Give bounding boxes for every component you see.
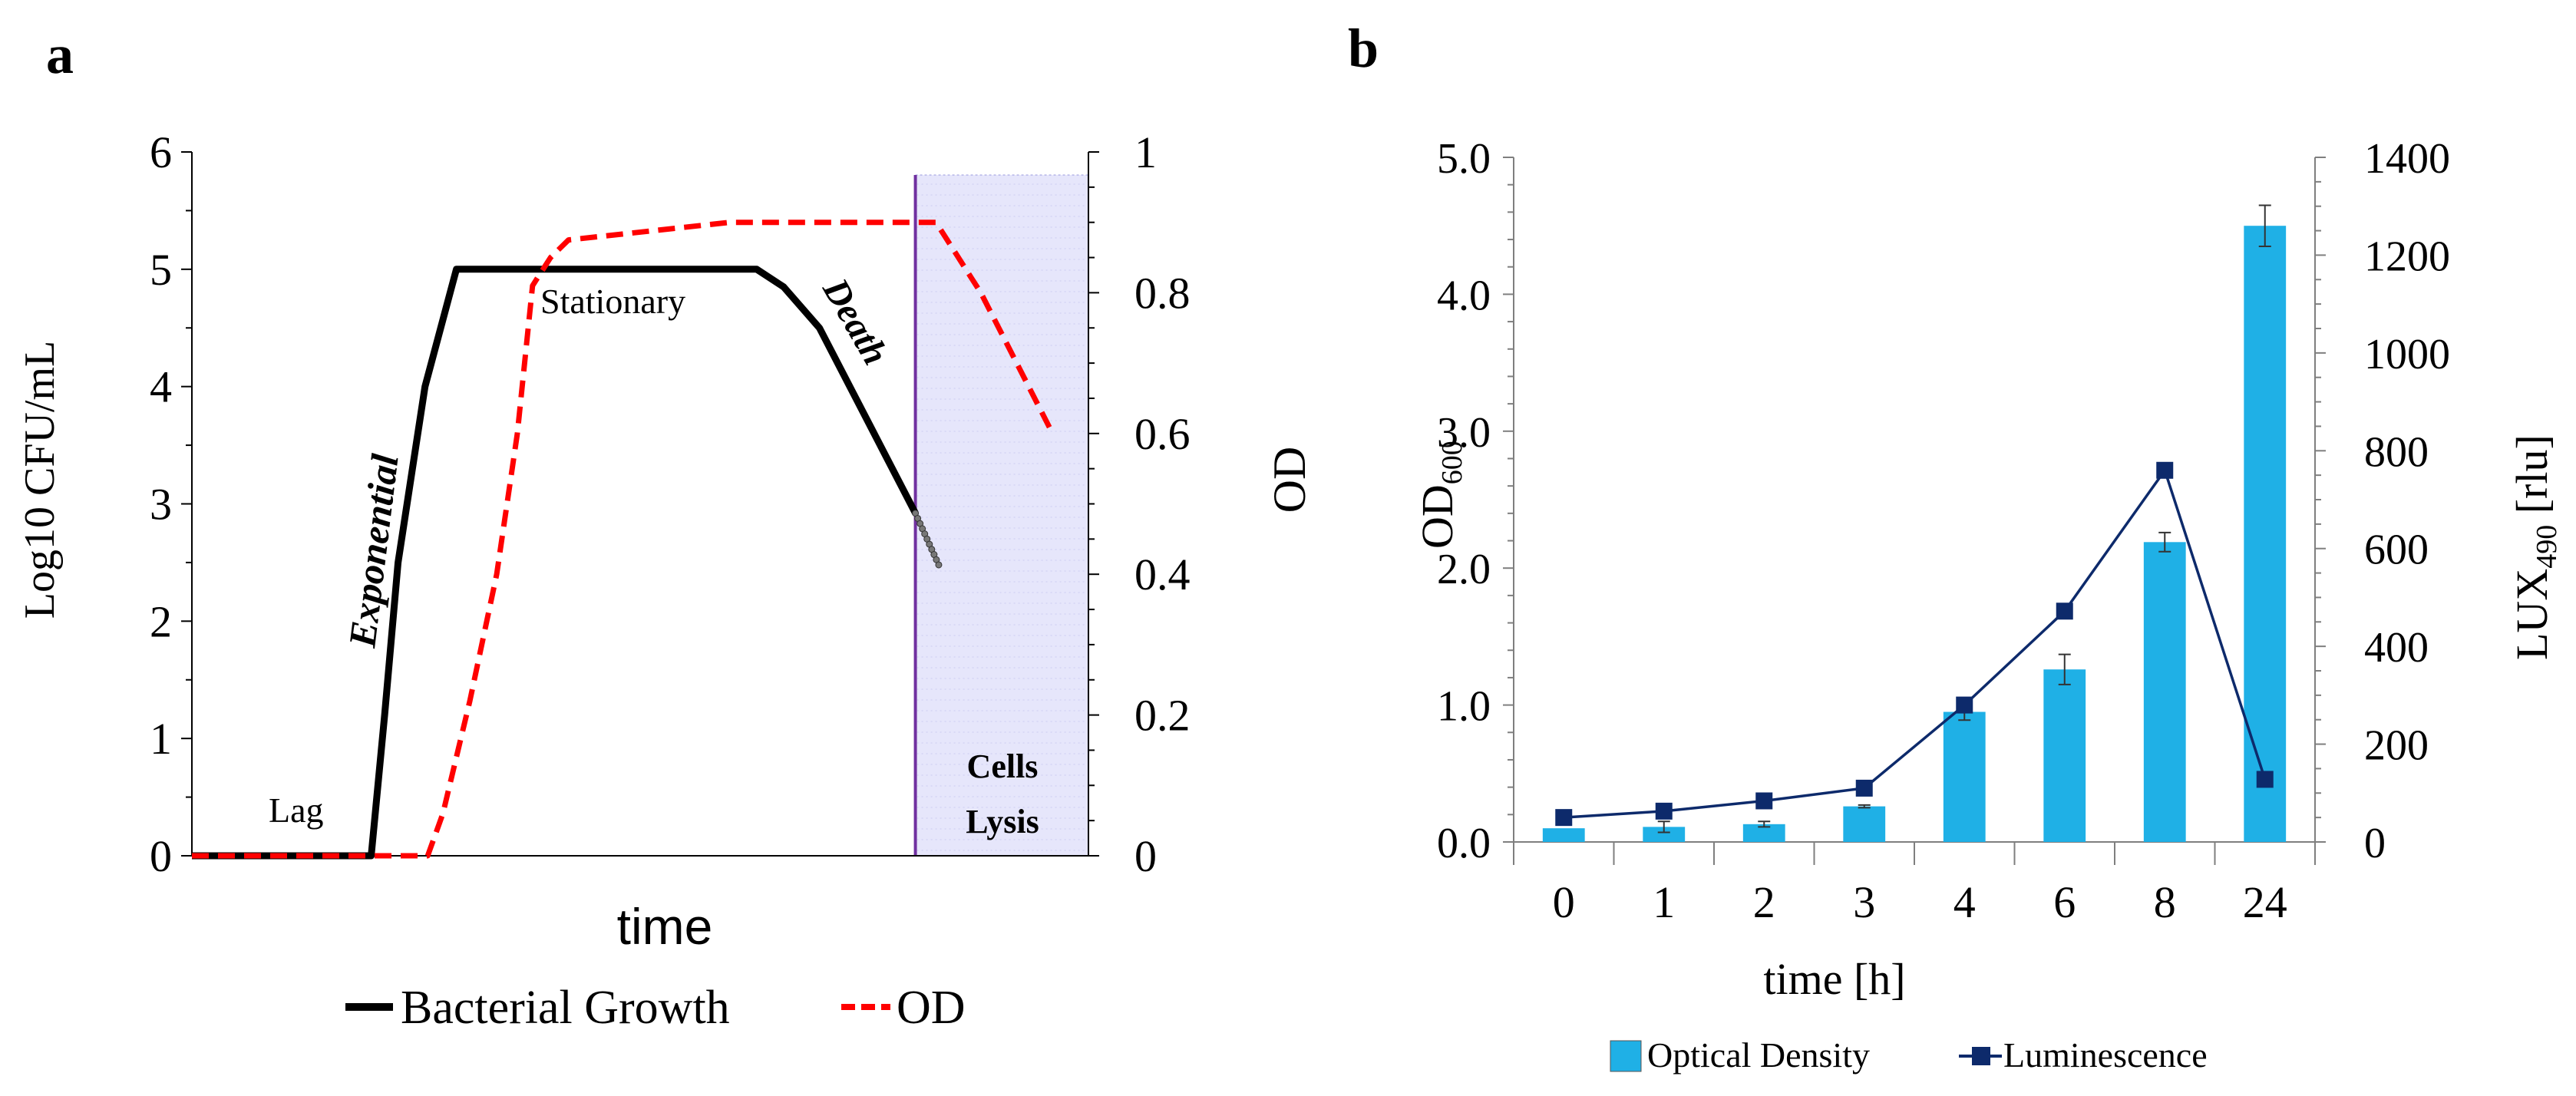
phase-label-lag: Lag [269,791,324,830]
panel-b-category-label: 3 [1853,877,1875,927]
panel-b-category-label: 4 [1953,877,1976,927]
legend-label-od: OD [897,982,966,1034]
panel-b-left-axis-label: OD600 [1412,441,1468,549]
panel-a-label: a [46,24,74,85]
optical-density-bar [1843,806,1886,842]
panel-b-right-tick-label: 200 [2364,722,2429,770]
panel-b-label: b [1348,18,1379,79]
cells-lysis-label-line1: Cells [967,748,1039,785]
panel-a-left-axis-ticks: 0 1 2 3 4 5 6 [150,127,192,881]
panel-a-left-tick-label: 3 [150,480,172,530]
panel-a-legend: Bacterial Growth OD [345,982,966,1034]
panel-a-left-tick-label: 5 [150,245,172,295]
bacterial-growth-death-tail [912,510,943,569]
od-line [192,220,1055,859]
panel-a-right-tick-label: 0.4 [1134,550,1191,599]
optical-density-bar [2143,542,2186,842]
panel-b-left-tick-label: 2.0 [1437,546,1491,593]
panel-b-category-label: 6 [2053,877,2076,927]
panel-b-right-tick-label: 0 [2364,820,2386,867]
death-tail-dot [935,561,943,569]
phase-label-stationary: Stationary [540,282,685,321]
luminescence-marker [2056,602,2073,620]
panel-a-left-tick-label: 2 [150,596,172,646]
panel-b-right-axis-label: LUX490 [rlu] [2507,434,2563,660]
optical-density-bar [2244,226,2287,842]
cells-lysis-label-line2: Lysis [966,803,1039,840]
panel-a-left-tick-label: 1 [150,714,172,764]
panel-b-x-axis-label: time [h] [1763,954,1905,1004]
panel-b-right-tick-label: 400 [2364,624,2429,672]
panel-b-category-label: 24 [2243,877,2287,927]
panel-a-right-tick-label: 0.6 [1134,409,1191,459]
luminescence-marker [1855,779,1873,797]
legend-label-luminescence: Luminescence [2003,1035,2208,1075]
panel-b-legend: Optical Density Luminescence [1610,1035,2208,1075]
panel-b: b 0.01.02.03.04.05.0 0200400600800100012… [1348,18,2563,1075]
optical-density-bar [1643,827,1686,842]
luminescence-marker [1555,809,1573,827]
panel-b-left-axis-ticks: 0.0 1.0 2.0 3.0 4.0 5.0 [1437,135,1514,867]
luminescence-marker [1655,802,1673,820]
luminescence-marker [2256,771,2274,788]
panel-a-left-tick-label: 6 [150,127,172,177]
panel-a-right-axis-ticks: 0 0.2 0.4 0.6 0.8 1 [1088,127,1191,881]
bacterial-growth-line [192,266,919,860]
panel-b-category-label: 8 [2154,877,2176,927]
luminescence-marker [2156,461,2174,479]
panel-b-category-label: 1 [1653,877,1675,927]
panel-a-left-tick-label: 4 [150,362,172,412]
panel-b-category-label: 0 [1553,877,1575,927]
panel-b-right-tick-label: 800 [2364,428,2429,476]
panel-b-left-tick-label: 1.0 [1437,683,1491,731]
panel-b-left-tick-label: 4.0 [1437,272,1491,319]
legend-swatch-luminescence-marker [1972,1047,1990,1065]
panel-b-category-label: 2 [1753,877,1775,927]
panel-b-left-tick-label: 3.0 [1437,409,1491,457]
panel-b-right-tick-label: 600 [2364,527,2429,574]
panel-a-right-tick-label: 0 [1134,831,1157,881]
luminescence-marker [1755,792,1773,810]
panel-b-left-tick-label: 5.0 [1437,135,1491,183]
panel-b-right-tick-label: 1000 [2364,331,2450,378]
panel-a-right-tick-label: 0.8 [1134,268,1191,318]
panel-b-category-labels: 0 1 2 3 4 6 8 24 [1553,877,2287,927]
optical-density-bar [2043,669,2086,842]
panel-a-left-axis-label: Log10 CFU/mL [16,341,64,619]
panel-a-right-tick-label: 1 [1134,127,1157,177]
panel-a-x-axis-label: time [617,898,713,955]
luminescence-line [1564,467,2267,819]
panel-b-right-tick-label: 1400 [2364,135,2450,183]
cells-lysis-region [915,174,1089,857]
panel-a-left-tick-label: 0 [150,831,172,881]
legend-label-bacterial-growth: Bacterial Growth [401,982,730,1034]
panel-a-right-axis-label: OD [1264,447,1315,513]
panel-b-right-tick-label: 1200 [2364,233,2450,280]
optical-density-bar [1542,828,1585,842]
legend-label-optical-density: Optical Density [1647,1035,1870,1075]
luminescence-markers [1555,461,2274,827]
luminescence-marker [1956,696,1973,714]
legend-swatch-optical-density [1610,1040,1642,1072]
optical-density-bar [1742,824,1785,842]
panel-b-right-axis-ticks: 0 200 400 600 800 1000 1200 1400 [2315,135,2450,867]
optical-density-bar [1943,711,1986,842]
panel-a-right-tick-label: 0.2 [1134,691,1191,741]
panel-b-left-tick-label: 0.0 [1437,820,1491,867]
